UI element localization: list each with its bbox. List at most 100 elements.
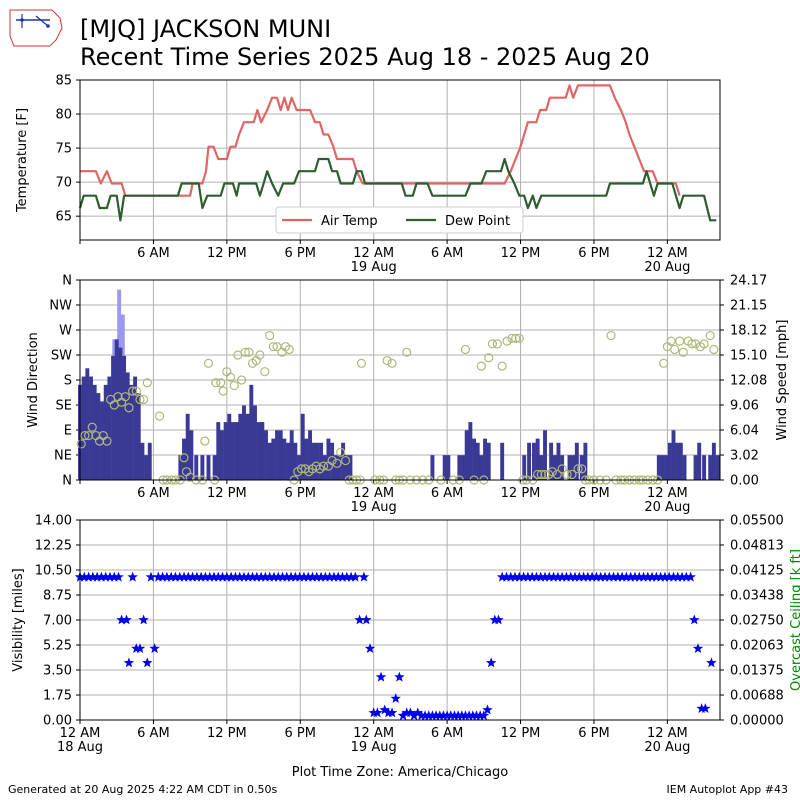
wind-speed-bar (275, 430, 279, 480)
x-tick-label: 12 PM (207, 726, 247, 741)
x-tick-label: 6 PM (285, 246, 316, 261)
visibility-point (358, 571, 370, 582)
y-tick-label: 5.25 (43, 639, 72, 654)
visibility-point (138, 614, 149, 625)
chart-title-line2: Recent Time Series 2025 Aug 18 - 2025 Au… (80, 43, 650, 71)
ceiling-tick-label: 0.02063 (730, 639, 784, 654)
visibility-point (535, 571, 546, 582)
y2-axis-label-speed: Wind Speed [mph] (775, 320, 790, 441)
wind-speed-bar (223, 422, 228, 480)
visibility-point (604, 571, 615, 582)
visibility-point (625, 571, 636, 582)
wind-direction-point (87, 422, 97, 432)
wind-direction-point (484, 353, 494, 363)
visibility-point (96, 571, 107, 582)
visibility-point (672, 571, 683, 582)
wind-speed-bar (144, 455, 149, 480)
visibility-point (255, 571, 267, 582)
visibility-point (109, 571, 120, 582)
speed-tick-label: 21.15 (730, 299, 767, 314)
wind-direction-point (185, 472, 195, 482)
wind-direction-point (268, 342, 278, 352)
wind-speed-bar (182, 438, 186, 480)
y-tick-label: 65 (55, 210, 72, 225)
visibility-point (116, 614, 127, 625)
wind-direction-point (687, 339, 697, 349)
wind-speed-bar (535, 438, 540, 480)
visibility-point (642, 571, 653, 582)
wind-direction-point (507, 333, 517, 343)
visibility-point (113, 571, 124, 582)
wind-speed-bar (111, 355, 115, 480)
wind-speed-bar (278, 430, 283, 480)
wind-direction-point (567, 469, 577, 480)
x-tick-label: 6 PM (285, 486, 316, 501)
visibility-point (412, 707, 423, 718)
wind-speed-bar (300, 413, 305, 480)
wind-speed-bar (315, 442, 320, 480)
visibility-point (134, 643, 146, 653)
wind-speed-bar (539, 455, 544, 480)
visibility-point (676, 571, 688, 582)
wind-direction-point (678, 347, 688, 357)
visibility-point (501, 571, 512, 582)
wind-speed-bar (660, 455, 665, 480)
visibility-point (170, 571, 181, 582)
wind-speed-bar (583, 442, 588, 480)
visibility-point (706, 657, 717, 668)
visibility-point (87, 571, 99, 582)
y-tick-label: 80 (55, 108, 72, 123)
visibility-point (685, 571, 696, 582)
wind-direction-point (670, 344, 680, 355)
visibility-point (328, 571, 340, 582)
wind-speed-bar (147, 442, 152, 480)
visibility-point (655, 571, 666, 582)
dew-point-line (78, 157, 717, 222)
x-tick-label: 12 AM (353, 246, 394, 261)
visibility-point (273, 571, 284, 582)
x-tick-sublabel: 19 Aug (351, 500, 397, 515)
wind-speed-bar (711, 442, 716, 480)
chart-title-line1: [MJQ] JACKSON MUNI (80, 15, 332, 43)
x-tick-label: 6 PM (578, 486, 609, 501)
wind-direction-point (216, 378, 226, 388)
x-tick-sublabel: 19 Aug (351, 740, 397, 755)
visibility-point (123, 657, 135, 668)
wind-speed-bar (527, 442, 532, 480)
visibility-point (493, 614, 504, 625)
wind-speed-bar (715, 455, 720, 480)
speed-tick-label: 18.12 (730, 324, 767, 339)
visibility-point (668, 571, 679, 582)
ceiling-tick-label: 0.00688 (730, 689, 784, 704)
x-tick-label: 12 PM (207, 486, 247, 501)
wind-direction-point (203, 358, 214, 368)
x-tick-label: 6 AM (431, 246, 464, 261)
visibility-point (689, 614, 700, 625)
wind-speed-bar (341, 442, 346, 480)
wind-direction-point (356, 358, 367, 368)
x-tick-label: 6 PM (578, 246, 609, 261)
x-axis-label: Plot Time Zone: America/Chicago (292, 765, 508, 780)
x-tick-label: 12 PM (501, 246, 541, 261)
wind-speed-bar (556, 442, 561, 480)
visibility-point (595, 571, 606, 582)
x-tick-label: 6 PM (578, 726, 609, 741)
wind-speed-bar (129, 384, 134, 480)
wind-direction-point (387, 358, 397, 368)
x-tick-sublabel: 20 Aug (644, 500, 690, 515)
y-tick-label: 70 (55, 176, 72, 191)
wind-speed-bar (675, 442, 680, 480)
visibility-point (616, 571, 628, 582)
visibility-point (565, 571, 576, 582)
wind-speed-bar (479, 455, 484, 480)
wind-speed-bar (344, 455, 349, 480)
wind-speed-bar (708, 455, 713, 480)
wind-speed-bar (682, 455, 687, 480)
visibility-point (394, 671, 405, 682)
wind-direction-point (460, 344, 471, 355)
wind-speed-bar (100, 401, 104, 480)
direction-tick-label: NE (54, 449, 72, 464)
wind-direction-point (179, 453, 189, 463)
wind-direction-point (218, 386, 228, 396)
wind-speed-bar (500, 442, 505, 480)
